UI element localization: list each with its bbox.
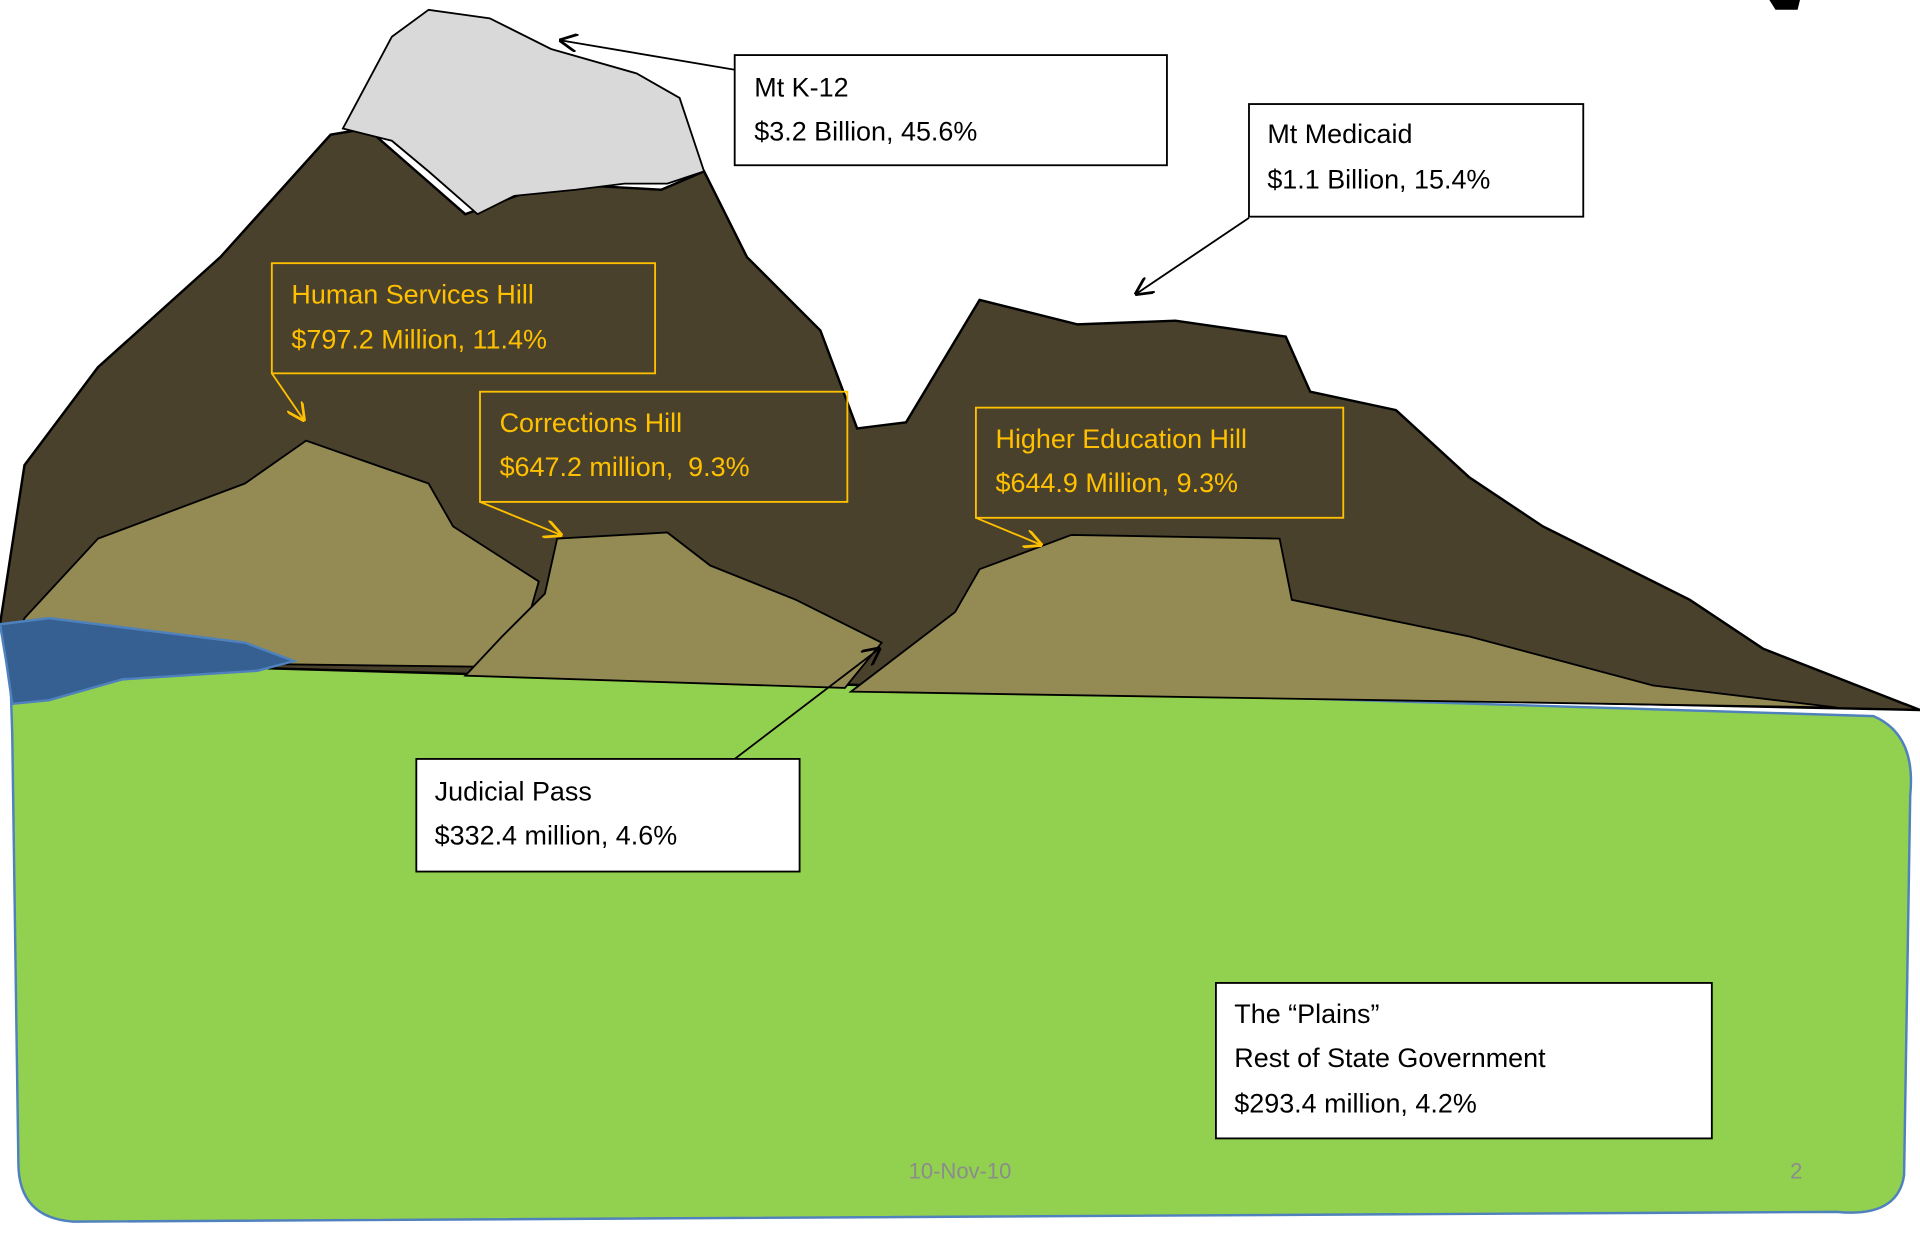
- callout-name: Mt K-12: [754, 72, 848, 102]
- title-fragment: [1769, 0, 1800, 10]
- callout-amount: $1.1 Billion, 15.4%: [1267, 164, 1490, 194]
- callout-arrow: [1136, 218, 1249, 294]
- callout-amount: $647.2 million, 9.3%: [500, 452, 750, 482]
- plains-subtitle: Rest of State Government: [1234, 1043, 1546, 1073]
- callout-name: Mt Medicaid: [1267, 119, 1412, 149]
- callout-name: Judicial Pass: [435, 776, 592, 806]
- callout-amount: $797.2 Million, 11.4%: [291, 325, 546, 355]
- callout-amount: $3.2 Billion, 45.6%: [754, 117, 977, 147]
- callout-name: Human Services Hill: [291, 279, 533, 309]
- plains-name: The “Plains”: [1234, 999, 1379, 1029]
- plains-amount: $293.4 million, 4.2%: [1234, 1088, 1476, 1118]
- callout-amount: $332.4 million, 4.6%: [435, 820, 677, 850]
- page: Mt K-12 $3.2 Billion, 45.6% Mt Medicaid …: [0, 0, 1920, 1240]
- callout-name: Corrections Hill: [500, 408, 683, 438]
- callout-name: Higher Education Hill: [996, 424, 1247, 454]
- footer-date: 10-Nov-10: [909, 1158, 1012, 1183]
- page-number: 2: [1790, 1158, 1802, 1183]
- callout-amount: $644.9 Million, 9.3%: [996, 468, 1238, 498]
- landscape: Mt K-12 $3.2 Billion, 45.6% Mt Medicaid …: [0, 0, 1920, 1240]
